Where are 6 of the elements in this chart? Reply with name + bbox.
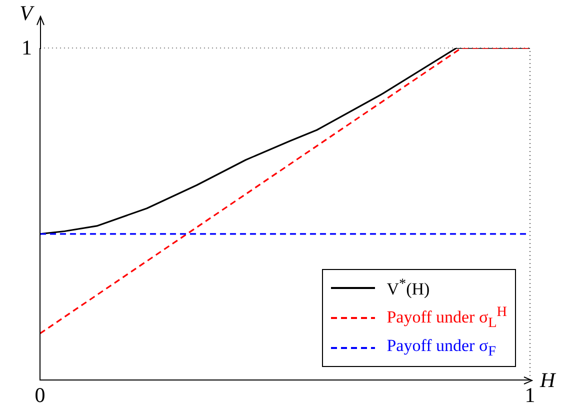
- x-tick-label: 0: [34, 383, 46, 408]
- legend-label: V$^{*}$(H): [386, 276, 431, 300]
- y-axis-title: V: [20, 1, 35, 25]
- annotation: 1: [22, 36, 32, 60]
- legend-label: Payoff under σ$_{F}$: [386, 336, 497, 360]
- x-axis-title: H: [539, 368, 557, 392]
